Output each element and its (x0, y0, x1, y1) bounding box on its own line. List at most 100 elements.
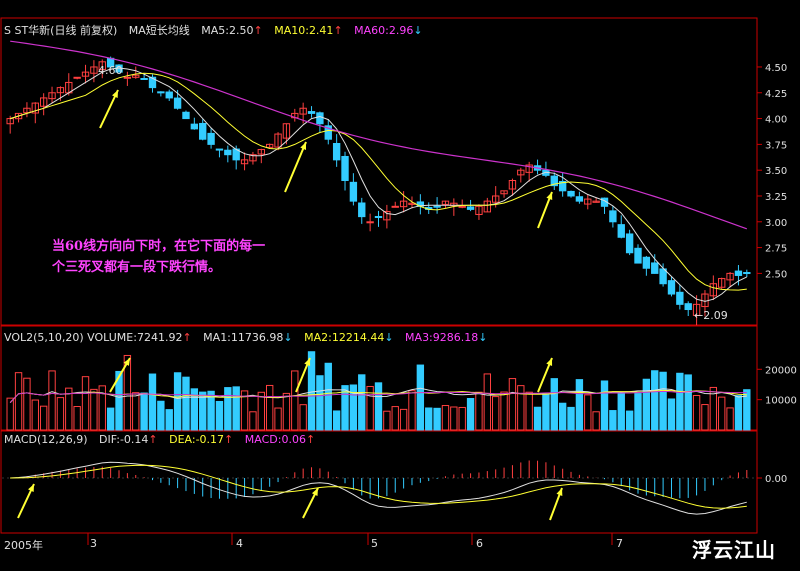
volume-bar (123, 354, 132, 431)
volume-bar (667, 398, 676, 431)
candle-body (274, 133, 282, 148)
volume-bar (642, 378, 651, 431)
volume-bar (718, 396, 726, 431)
price-tick-label: 3.50 (765, 166, 787, 177)
yellow-arrow-head (28, 484, 34, 492)
candle-body (366, 221, 374, 224)
x-label-2: 4 (236, 537, 243, 550)
candle-body (148, 76, 157, 89)
volume-bar (508, 378, 517, 431)
volume-bar (542, 393, 550, 431)
candle-body (81, 71, 90, 77)
volume-bar (249, 411, 257, 431)
candle-body (592, 200, 600, 203)
x-label-4: 6 (476, 537, 483, 550)
candle-body (642, 256, 651, 269)
volume-bar (274, 407, 282, 431)
ma5-label: MA5:2.50 (201, 24, 254, 37)
candle-body (349, 181, 358, 202)
volume-bar (23, 377, 31, 431)
price-tick-label: 3.00 (765, 218, 787, 229)
volume-bar (399, 408, 408, 431)
volume-bar (182, 376, 190, 431)
candle-body (634, 247, 642, 264)
y-axis-ticks: 4.50 4.25 4.00 3.75 3.50 3.25 3.00 2.75 2.50 2000… (757, 63, 797, 485)
ma5-line (10, 67, 748, 302)
macd-header: MACD(12,26,9) DIF:-0.14↑ DEA:-0.17↑ MACD… (4, 433, 316, 446)
x-label-5: 7 (616, 537, 623, 550)
candle-body (676, 291, 684, 305)
volume-bar (533, 406, 542, 431)
volume-bar (525, 391, 533, 431)
candle-body (215, 148, 224, 151)
volume-bar (6, 397, 14, 431)
volume-bar (98, 385, 106, 431)
volume-bar (165, 409, 173, 431)
volume-bar (726, 407, 734, 431)
volume-bar (483, 373, 492, 431)
yellow-arrow-head (300, 142, 307, 150)
candle-body (500, 190, 508, 195)
candle-body (391, 205, 399, 208)
price-tick-label: 4.50 (765, 63, 787, 74)
volume-bar (450, 406, 458, 431)
candle-body (383, 210, 391, 221)
candle-body (224, 149, 232, 156)
candle-body (475, 205, 483, 215)
candle-body (718, 278, 726, 288)
volume-bar (199, 391, 207, 431)
volume-bar (39, 405, 48, 431)
volume-bar (316, 375, 324, 431)
candle-body (734, 270, 743, 276)
ma60-label: MA60:2.96 (354, 24, 414, 37)
candle-body (282, 123, 291, 139)
candle-body (249, 154, 257, 162)
volume-bar (558, 402, 567, 431)
volume-bar (458, 406, 466, 431)
candle-body (182, 111, 190, 120)
candle-body (584, 198, 592, 205)
candle-body (14, 112, 23, 120)
volume-bar (157, 400, 165, 431)
dif-label: DIF:-0.14 (99, 433, 149, 446)
yellow-arrow-head (556, 488, 563, 496)
volume-bar (224, 387, 232, 431)
candle-body (207, 132, 215, 145)
candle-body (173, 97, 182, 109)
low-marker: ←2.09 (694, 309, 728, 322)
high-marker: 4.60 (98, 64, 123, 77)
annotation-line-1: 当60线方向向下时，在它下面的每一 (52, 239, 266, 254)
volume-bars (6, 351, 751, 431)
volume-bar (425, 407, 433, 431)
volume-bar (190, 388, 199, 431)
volume-bar (709, 386, 718, 431)
volume-bar (408, 390, 416, 431)
candle-body (123, 76, 132, 79)
yellow-arrow-head (311, 488, 318, 496)
candle-body (324, 125, 332, 140)
candle-body (358, 202, 366, 218)
candle-body (483, 200, 492, 213)
volume-bar (625, 410, 634, 431)
candle-body (433, 205, 441, 208)
candle-body (157, 91, 165, 94)
volume-bar (81, 376, 90, 431)
volume-bar (132, 392, 140, 431)
volume-header: VOL2(5,10,20) VOLUME:7241.92↑ MA1:11736.… (4, 331, 488, 344)
candle-body (98, 61, 106, 71)
volume-bar (692, 394, 701, 431)
candle-body (558, 180, 567, 192)
macd-value-label: MACD:0.06 (244, 433, 306, 446)
vol-ma3-label: MA3:9286.18 (405, 331, 479, 344)
volume-bar (701, 404, 709, 431)
volume-tick-label: 10000 (765, 396, 797, 407)
candle-body (517, 169, 525, 176)
volume-bar (575, 379, 584, 431)
candle-body (73, 76, 81, 79)
yellow-arrow-head (304, 358, 311, 366)
price-tick-label: 2.75 (765, 244, 787, 255)
moving-average-lines (10, 40, 748, 302)
dif-line (10, 461, 747, 515)
volume-bar (676, 372, 684, 431)
